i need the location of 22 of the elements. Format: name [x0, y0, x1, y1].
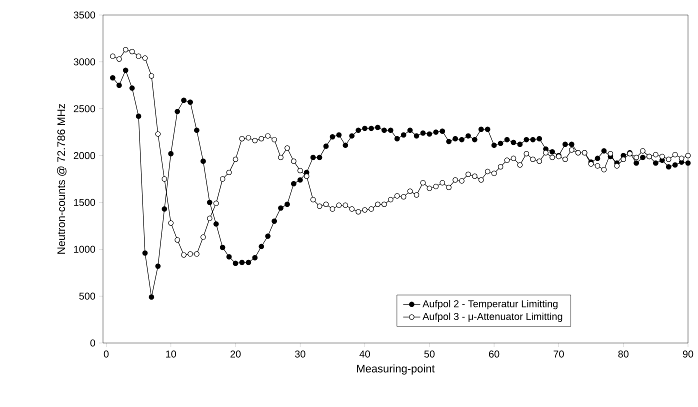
y-tick-label: 500 [79, 292, 96, 300]
x-tick-label: 50 [424, 350, 435, 358]
y-tick-label: 1500 [74, 198, 96, 206]
x-tick-label: 60 [489, 350, 500, 358]
x-tick-label: 70 [554, 350, 564, 358]
x-tick-label: 0 [104, 350, 109, 358]
y-axis-title: Neutron-counts @ 72.786 MHz [57, 104, 66, 254]
x-tick-label: 80 [618, 350, 629, 358]
x-tick-label: 30 [295, 350, 306, 358]
legend-label: Aufpol 3 - μ-Attenuator Limitting [422, 312, 562, 322]
x-tick-label: 40 [360, 350, 370, 358]
y-tick-label: 2000 [74, 152, 96, 160]
y-tick-label: 3500 [74, 11, 96, 19]
x-tick-label: 90 [682, 350, 694, 358]
x-axis-title: Measuring-point [357, 364, 435, 375]
x-tick-label: 10 [166, 350, 176, 358]
y-tick-label: 2500 [74, 105, 96, 112]
legend-label: Aufpol 2 - Temperatur Limitting [422, 300, 558, 310]
x-tick-label: 20 [230, 350, 241, 358]
y-tick-label: 3000 [74, 58, 96, 66]
y-tick-label: 1000 [74, 246, 96, 253]
y-tick-label: 0 [90, 339, 96, 347]
